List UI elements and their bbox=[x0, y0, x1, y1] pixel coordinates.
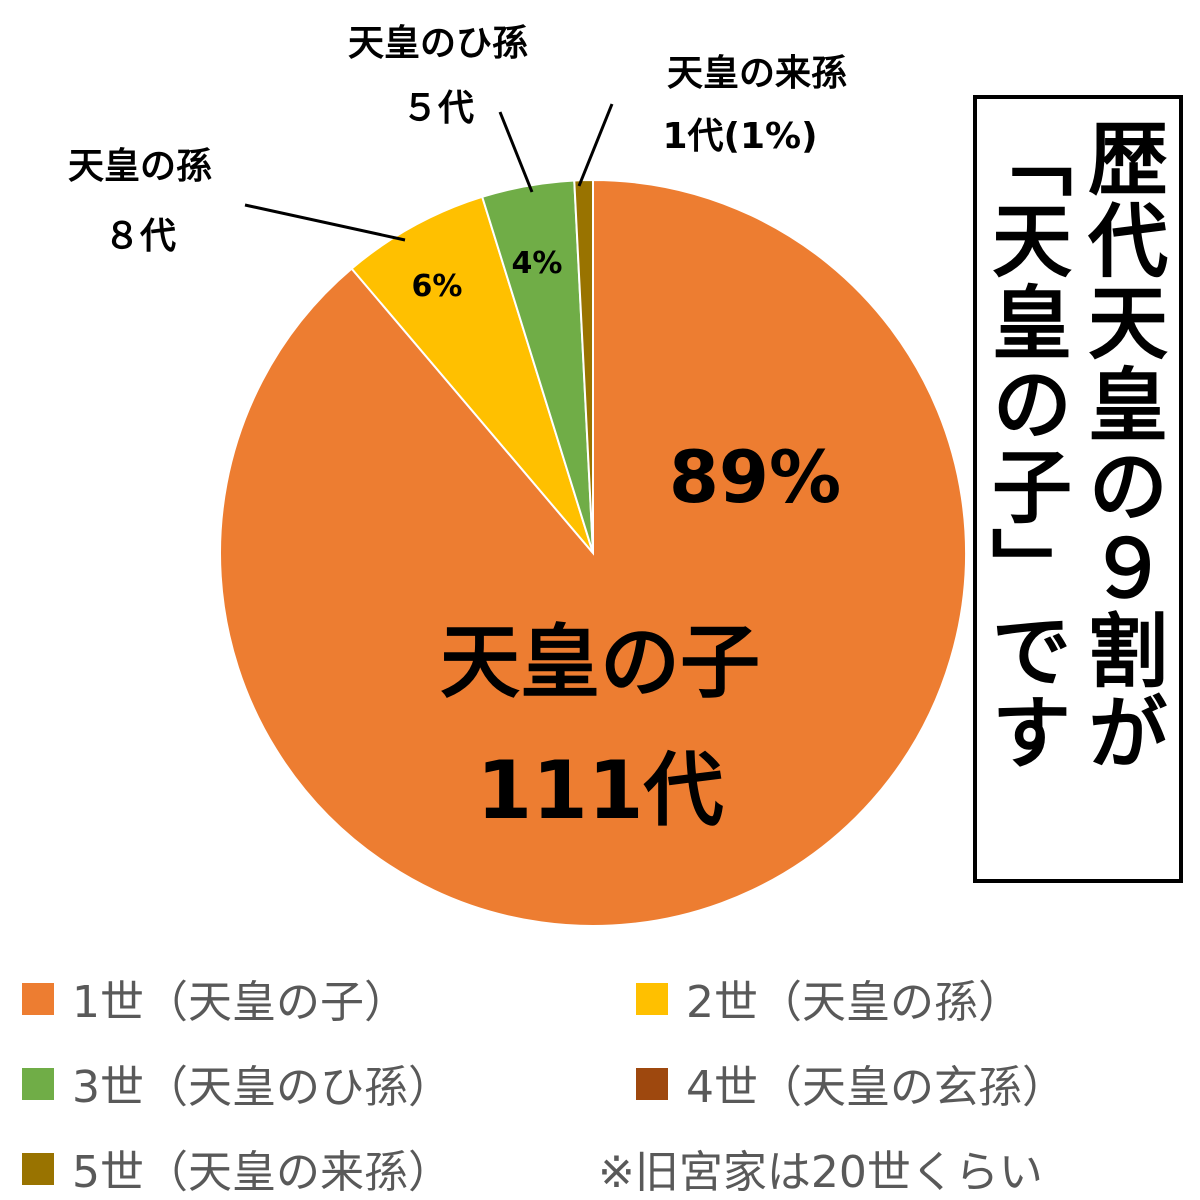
slice-pct-label-1: 89% bbox=[669, 435, 841, 519]
pie-slice-5 bbox=[573, 178, 594, 554]
legend-note: ※旧宮家は20世くらい bbox=[598, 1147, 1043, 1198]
leader-line-5 bbox=[577, 103, 614, 187]
pie-slice-2 bbox=[350, 195, 594, 554]
callout-3-name: 天皇のひ孫 bbox=[348, 23, 528, 64]
legend-swatch-4 bbox=[636, 1068, 668, 1100]
chart-title-line-2: 「天皇の子」です bbox=[979, 117, 1072, 773]
chart-title-line-1: 歴代天皇の９割が bbox=[1075, 117, 1168, 773]
legend-swatch-1 bbox=[22, 983, 54, 1015]
slice-pct-label-2: 6% bbox=[412, 269, 463, 304]
legend-item-3: 3世（天皇のひ孫） bbox=[22, 1062, 452, 1113]
pie-slices bbox=[219, 178, 967, 927]
leader-line-3 bbox=[498, 111, 534, 193]
legend-item-1: 1世（天皇の子） bbox=[22, 977, 408, 1028]
legend: 1世（天皇の子） 2世（天皇の孫） 3世（天皇のひ孫） 4世（天皇の玄孫） 5世… bbox=[22, 977, 1066, 1198]
legend-item-5: 5世（天皇の来孫） ※旧宮家は20世くらい bbox=[22, 1147, 1043, 1198]
slice-pct-label-3: 4% bbox=[512, 246, 563, 281]
leader-lines bbox=[244, 103, 614, 242]
leader-line-2 bbox=[244, 203, 406, 242]
callout-5-name: 天皇の来孫 bbox=[667, 53, 847, 94]
legend-swatch-5 bbox=[22, 1153, 54, 1185]
legend-swatch-3 bbox=[22, 1068, 54, 1100]
callout-5-count: 1代(1%) bbox=[662, 116, 817, 157]
slice-label-1-name: 天皇の子 bbox=[440, 616, 760, 709]
callout-2-name: 天皇の孫 bbox=[68, 146, 212, 187]
legend-item-4: 4世（天皇の玄孫） bbox=[636, 1062, 1066, 1113]
legend-label-5: 5世（天皇の来孫） bbox=[72, 1147, 452, 1198]
title-box: 歴代天皇の９割が 「天皇の子」です bbox=[973, 95, 1183, 883]
legend-item-2: 2世（天皇の孫） bbox=[636, 977, 1022, 1028]
callout-3-count: ５代 bbox=[402, 88, 474, 129]
legend-label-3: 3世（天皇のひ孫） bbox=[72, 1062, 452, 1113]
slice-label-1-count: 111代 bbox=[477, 744, 724, 837]
legend-label-2: 2世（天皇の孫） bbox=[686, 977, 1022, 1028]
legend-swatch-2 bbox=[636, 983, 668, 1015]
legend-label-1: 1世（天皇の子） bbox=[72, 977, 408, 1028]
callout-2-count: ８代 bbox=[104, 216, 176, 257]
legend-label-4: 4世（天皇の玄孫） bbox=[686, 1062, 1066, 1113]
